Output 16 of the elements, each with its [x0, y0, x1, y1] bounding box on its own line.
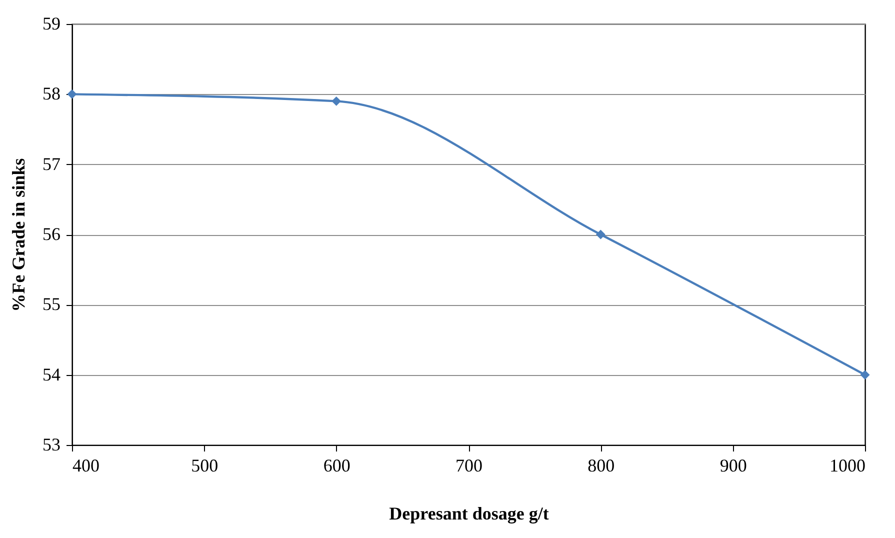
x-axis-title: Depresant dosage g/t [389, 504, 549, 524]
x-tick-label: 500 [191, 456, 218, 476]
y-tick-label: 56 [42, 224, 60, 244]
y-tick-label: 55 [42, 294, 60, 314]
x-tick-label: 400 [72, 456, 100, 476]
y-tick-label: 53 [42, 434, 60, 454]
x-tick-label: 1000 [830, 456, 866, 476]
x-tick-label: 900 [720, 456, 747, 476]
y-tick-label: 54 [42, 364, 60, 384]
x-tick-label: 800 [588, 456, 615, 476]
x-tick-label: 700 [456, 456, 482, 476]
y-tick-label: 59 [42, 14, 60, 34]
y-tick-label: 57 [42, 154, 60, 174]
y-axis-title: %Fe Grade in sinks [8, 158, 28, 312]
x-tick-label: 600 [323, 456, 350, 476]
y-tick-label: 58 [42, 84, 60, 104]
